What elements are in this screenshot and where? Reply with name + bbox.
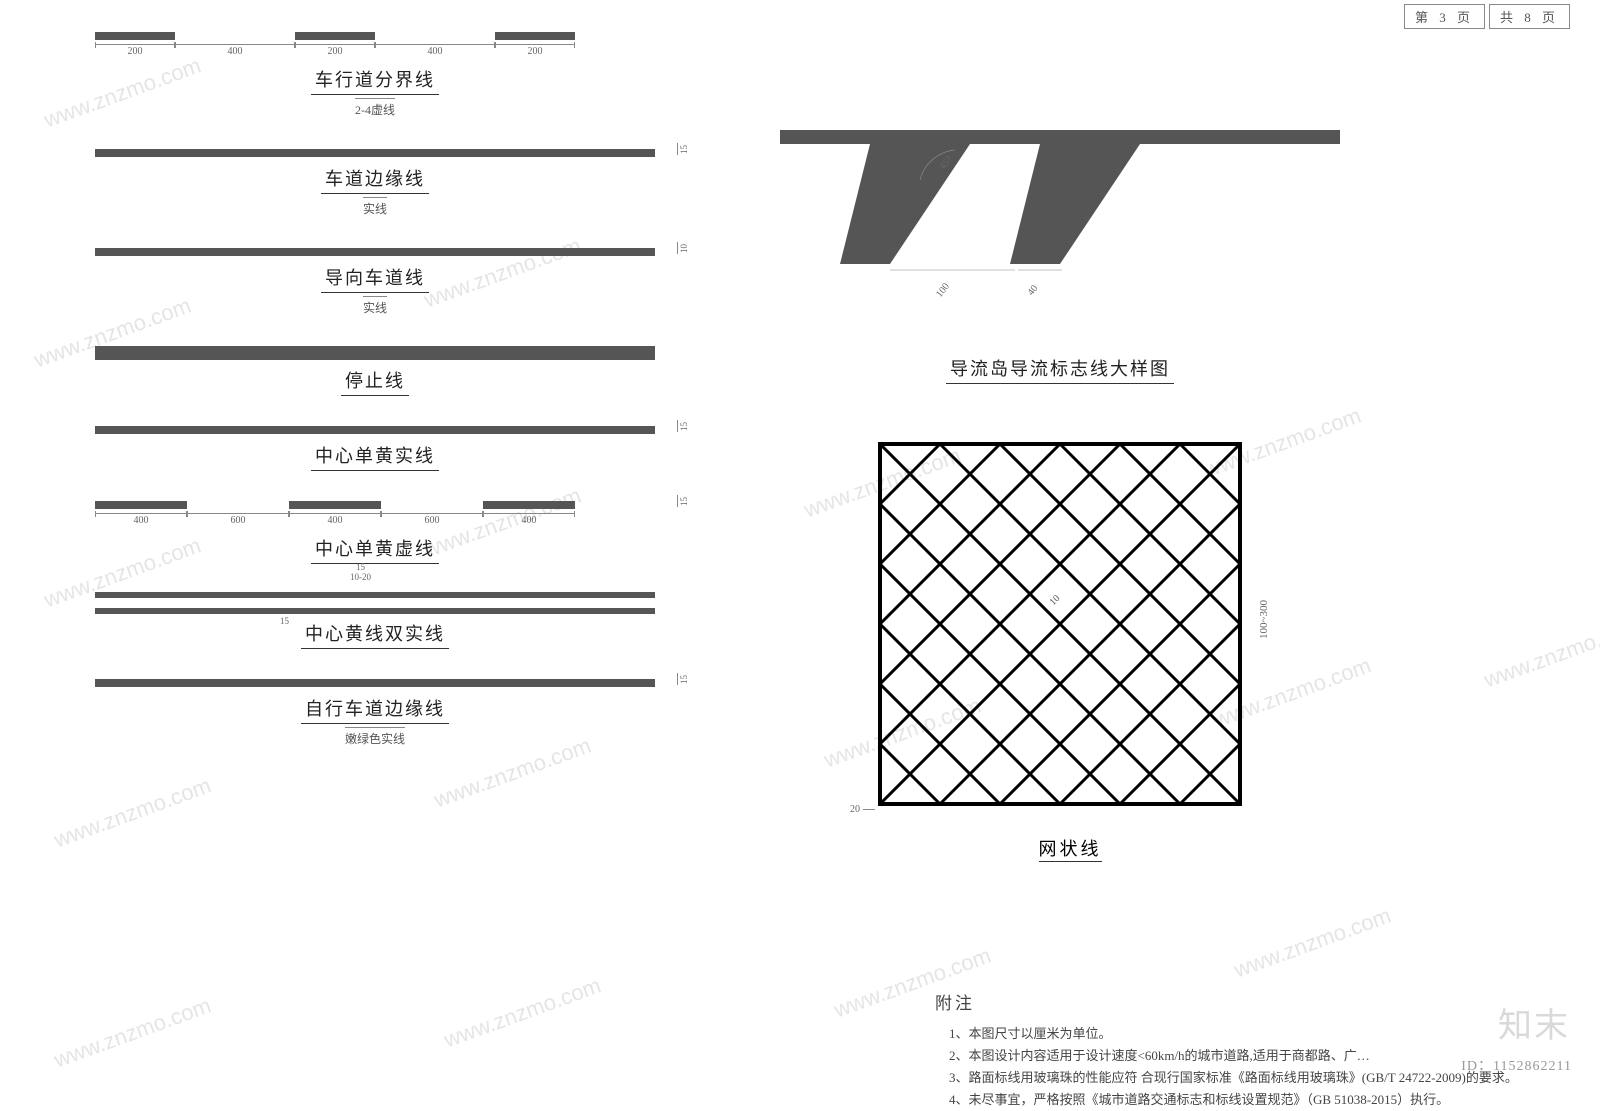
- dimension-label: 600: [381, 513, 483, 526]
- stop-line-bar: [95, 346, 655, 360]
- watermark: www.znzmo.com: [1231, 903, 1395, 984]
- solid-line: [95, 149, 655, 157]
- page-header: 第 3 页 共 8 页: [1404, 4, 1570, 29]
- line-diagram-lane-divider: 200400200400200车行道分界线2-4虚线: [95, 30, 655, 119]
- thickness-dim: 15: [677, 143, 690, 155]
- dimension-label: 400: [375, 44, 495, 57]
- diversion-dim-b: 40: [1026, 283, 1041, 298]
- page-total-unit: 页: [1542, 10, 1559, 25]
- diagram-subtitle: 嫩绿色实线: [345, 727, 405, 747]
- watermark: www.znzmo.com: [441, 973, 605, 1054]
- page-cur-num: 3: [1439, 10, 1450, 25]
- line-segment: [95, 501, 187, 509]
- page-cur-unit: 页: [1457, 10, 1474, 25]
- dbl-dim-gap: 10-20: [350, 572, 371, 582]
- line-gap: [381, 501, 483, 509]
- line-segment: [495, 32, 575, 40]
- page-current: 第 3 页: [1404, 4, 1485, 29]
- diversion-diagram: 45° 100 40 导流岛导流标志线大样图: [780, 130, 1340, 380]
- line-segment: [295, 32, 375, 40]
- dimension-label: 400: [175, 44, 295, 57]
- line-diagram-bike-lane-edge: 15自行车道边缘线嫩绿色实线: [95, 677, 655, 748]
- line-diagram-center-yellow-double: 1510-2015中心黄线双实线: [95, 592, 655, 649]
- solid-line: [95, 248, 655, 256]
- line-segment: [95, 32, 175, 40]
- note-item: 4、未尽事宜，严格按照《城市道路交通标志和标线设置规范》（GB 51038-20…: [935, 1089, 1575, 1111]
- id-stamp: ID：1152862211: [1461, 1055, 1572, 1075]
- thickness-dim: 10: [677, 242, 690, 254]
- line-segment: [289, 501, 381, 509]
- diagram-title: 中心黄线双实线: [301, 620, 449, 649]
- diversion-svg: 45° 100 40: [780, 130, 1340, 350]
- diagram-title: 导向车道线: [321, 264, 429, 293]
- diagram-title: 自行车道边缘线: [301, 695, 449, 724]
- solid-line: [95, 426, 655, 434]
- line-diagram-guide-lane: 10导向车道线实线: [95, 246, 655, 317]
- note-item: 1、本图尺寸以厘米为单位。: [935, 1023, 1575, 1045]
- diagram-title: 停止线: [341, 367, 409, 396]
- diagram-title: 车行道分界线: [311, 66, 439, 95]
- dimension-label: 200: [95, 44, 175, 57]
- diversion-dim-a: 100: [934, 281, 952, 300]
- diversion-title: 导流岛导流标志线大样图: [946, 355, 1174, 384]
- line-diagram-center-yellow-dashed: 40060040060040015中心单黄虚线: [95, 499, 655, 564]
- solid-line: [95, 679, 655, 687]
- dimension-label: 200: [495, 44, 575, 57]
- diagram-subtitle: 2-4虚线: [355, 98, 395, 118]
- mesh-diagram: 网状线: [860, 440, 1280, 861]
- line-gap: [375, 32, 495, 40]
- dbl-dim-top: 15: [350, 562, 371, 572]
- line-diagram-stop-line: 停止线: [95, 345, 655, 396]
- brand-watermark: 知末: [1498, 998, 1570, 1047]
- mesh-dim-bottom: 20: [850, 804, 878, 815]
- page-cur-label: 第: [1415, 10, 1432, 25]
- dimension-label: 400: [289, 513, 381, 526]
- watermark: www.znzmo.com: [51, 993, 215, 1074]
- mesh-dim-right: 100~300: [1258, 600, 1270, 639]
- left-column: 200400200400200车行道分界线2-4虚线15车道边缘线实线10导向车…: [95, 30, 655, 776]
- line-segment: [483, 501, 575, 509]
- mesh-dim-b-text: 100~300: [1258, 600, 1270, 639]
- double-line-top: [95, 592, 655, 598]
- watermark: www.znzmo.com: [1481, 613, 1600, 694]
- diagram-subtitle: 实线: [363, 197, 387, 217]
- line-gap: [187, 501, 289, 509]
- page-total-num: 8: [1524, 10, 1535, 25]
- dimension-label: 400: [95, 513, 187, 526]
- page-total: 共 8 页: [1489, 4, 1570, 29]
- dimension-label: 600: [187, 513, 289, 526]
- notes-block: 附注 1、本图尺寸以厘米为单位。2、本图设计内容适用于设计速度<60km/h的城…: [935, 990, 1575, 1111]
- notes-heading: 附注: [935, 990, 1575, 1019]
- line-diagram-center-yellow-solid: 15中心单黄实线: [95, 424, 655, 471]
- mesh-title: 网状线: [1039, 839, 1102, 862]
- diagram-title: 车道边缘线: [321, 165, 429, 194]
- watermark: www.znzmo.com: [51, 773, 215, 854]
- diagram-title: 中心单黄虚线: [311, 535, 439, 564]
- mesh-dim-a-text: 20: [850, 804, 860, 815]
- line-gap: [175, 32, 295, 40]
- thickness-dim: 15: [677, 495, 690, 507]
- thickness-dim: 15: [677, 420, 690, 432]
- diagram-title: 中心单黄实线: [311, 442, 439, 471]
- dimension-label: 400: [483, 513, 575, 526]
- double-line-bottom: [95, 608, 655, 614]
- line-diagram-lane-edge: 15车道边缘线实线: [95, 147, 655, 218]
- dimension-label: 200: [295, 44, 375, 57]
- diagram-subtitle: 实线: [363, 296, 387, 316]
- mesh-svg: [860, 440, 1260, 820]
- page-total-label: 共: [1500, 10, 1517, 25]
- thickness-dim: 15: [677, 673, 690, 685]
- dbl-dim-bot: 15: [280, 616, 289, 626]
